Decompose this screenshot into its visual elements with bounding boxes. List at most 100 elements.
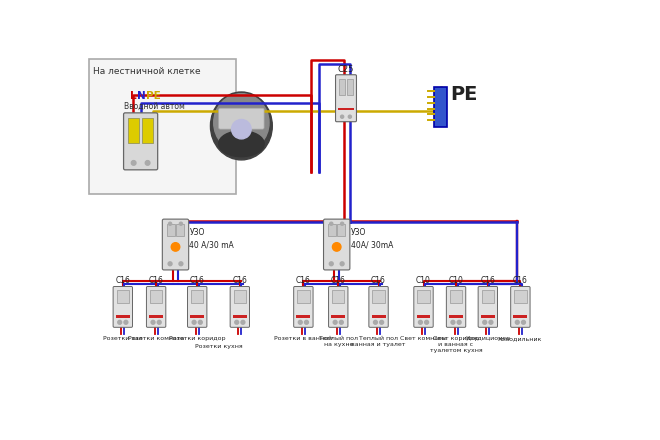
Text: C16: C16: [232, 276, 248, 286]
Circle shape: [379, 320, 383, 324]
Circle shape: [192, 320, 196, 324]
Text: Холодильник: Холодильник: [498, 336, 543, 341]
Bar: [233, 315, 247, 318]
FancyBboxPatch shape: [369, 286, 388, 327]
Bar: [417, 290, 430, 304]
Bar: [514, 290, 527, 304]
Text: Теплый пол
ванная и туалет: Теплый пол ванная и туалет: [351, 336, 406, 347]
Text: N: N: [137, 91, 146, 101]
Ellipse shape: [218, 131, 264, 157]
Circle shape: [168, 262, 172, 266]
Bar: [150, 290, 162, 304]
Circle shape: [168, 222, 172, 225]
FancyBboxPatch shape: [478, 286, 498, 327]
Circle shape: [457, 320, 461, 324]
Text: Кондиционер: Кондиционер: [465, 336, 510, 341]
Circle shape: [418, 320, 422, 324]
Ellipse shape: [214, 94, 269, 152]
Bar: [296, 315, 310, 318]
Circle shape: [333, 243, 341, 251]
Circle shape: [304, 320, 308, 324]
Circle shape: [171, 243, 180, 251]
FancyBboxPatch shape: [162, 219, 189, 270]
Circle shape: [330, 222, 333, 225]
Circle shape: [489, 320, 493, 324]
Circle shape: [298, 320, 302, 324]
Bar: [115, 315, 130, 318]
Bar: [297, 290, 310, 304]
Bar: [331, 315, 345, 318]
Circle shape: [341, 115, 344, 118]
Bar: [234, 290, 246, 304]
Text: Розетки комната: Розетки комната: [128, 336, 184, 341]
Bar: [142, 118, 153, 143]
Bar: [88, 59, 236, 194]
Circle shape: [157, 320, 161, 324]
Text: PE: PE: [451, 85, 478, 104]
Bar: [167, 224, 175, 236]
FancyBboxPatch shape: [414, 286, 433, 327]
Text: Теплый пол
на кухне: Теплый пол на кухне: [319, 336, 358, 347]
Text: C16: C16: [190, 276, 205, 286]
Circle shape: [515, 320, 519, 324]
Bar: [338, 108, 354, 110]
Bar: [372, 315, 385, 318]
FancyBboxPatch shape: [511, 286, 530, 327]
Bar: [149, 315, 163, 318]
Circle shape: [241, 320, 245, 324]
Bar: [481, 315, 495, 318]
Text: PE: PE: [146, 91, 160, 101]
Circle shape: [482, 320, 486, 324]
Circle shape: [180, 222, 182, 225]
Text: На лестничной клетке: На лестничной клетке: [93, 66, 201, 76]
Text: Розетки коридор: Розетки коридор: [169, 336, 226, 341]
FancyBboxPatch shape: [323, 219, 350, 270]
Text: C16: C16: [371, 276, 386, 286]
Circle shape: [145, 161, 150, 165]
FancyBboxPatch shape: [230, 286, 249, 327]
Text: L: L: [129, 91, 136, 101]
Text: C10: C10: [416, 276, 431, 286]
Text: C16: C16: [331, 276, 346, 286]
Circle shape: [451, 320, 455, 324]
FancyBboxPatch shape: [294, 286, 313, 327]
Circle shape: [232, 120, 251, 139]
Circle shape: [235, 320, 239, 324]
Bar: [176, 224, 184, 236]
Bar: [117, 290, 129, 304]
FancyBboxPatch shape: [187, 286, 207, 327]
Circle shape: [521, 320, 525, 324]
Circle shape: [131, 161, 136, 165]
FancyBboxPatch shape: [446, 286, 466, 327]
Text: C16: C16: [513, 276, 528, 286]
Text: УЗО
40 А/30 mA: УЗО 40 А/30 mA: [189, 228, 234, 249]
Circle shape: [424, 320, 428, 324]
Bar: [339, 79, 345, 95]
Text: C16: C16: [480, 276, 495, 286]
Text: Свет коридор
и ванная с
туалетом кухня: Свет коридор и ванная с туалетом кухня: [430, 336, 482, 353]
Text: C25: C25: [338, 65, 354, 73]
Text: Свет комнаты: Свет комнаты: [400, 336, 447, 341]
Text: УЗО
40A/ 30mA: УЗО 40A/ 30mA: [350, 228, 393, 249]
Bar: [449, 315, 463, 318]
Bar: [328, 224, 336, 236]
FancyBboxPatch shape: [123, 113, 158, 170]
Circle shape: [341, 222, 344, 225]
Bar: [434, 88, 447, 128]
FancyBboxPatch shape: [218, 108, 264, 129]
Text: C16: C16: [148, 276, 164, 286]
Bar: [513, 315, 527, 318]
Circle shape: [117, 320, 121, 324]
Circle shape: [179, 262, 183, 266]
FancyBboxPatch shape: [329, 286, 348, 327]
Circle shape: [340, 262, 344, 266]
FancyBboxPatch shape: [147, 286, 166, 327]
Circle shape: [151, 320, 155, 324]
Circle shape: [199, 320, 202, 324]
Bar: [191, 290, 203, 304]
Text: Розетки кухня: Розетки кухня: [195, 344, 242, 349]
Bar: [190, 315, 204, 318]
Text: C16: C16: [296, 276, 311, 286]
Ellipse shape: [211, 92, 273, 160]
Text: C16: C16: [115, 276, 130, 286]
